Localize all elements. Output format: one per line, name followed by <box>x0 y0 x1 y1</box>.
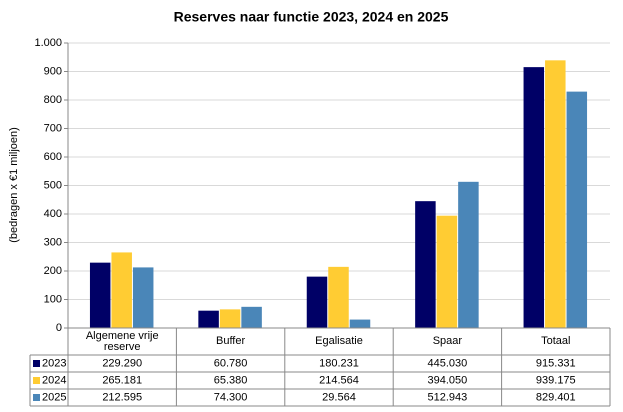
legend-swatch <box>33 360 40 367</box>
table-value: 512.943 <box>428 391 468 403</box>
table-value: 212.595 <box>102 391 142 403</box>
bar <box>545 60 566 329</box>
x-tick-label: Totaal <box>541 335 571 347</box>
y-tick-label: 700 <box>44 122 62 134</box>
y-tick-label: 100 <box>44 293 62 305</box>
table-value: 180.231 <box>319 357 359 369</box>
table-value: 229.290 <box>102 357 142 369</box>
legend-swatch <box>33 394 40 401</box>
y-tick-label: 200 <box>44 265 62 277</box>
bar <box>89 262 111 328</box>
bar <box>523 67 545 328</box>
legend-label: 2024 <box>42 374 66 386</box>
table-value: 60.780 <box>214 357 248 369</box>
table-value: 74.300 <box>214 391 248 403</box>
bar <box>132 267 154 328</box>
bar <box>328 266 349 328</box>
x-tick-label: Algemene vrije reserve <box>85 329 159 353</box>
y-tick-label: 400 <box>44 208 62 220</box>
bar <box>219 309 241 328</box>
table-value: 915.331 <box>536 357 576 369</box>
table-value: 394.050 <box>428 374 468 386</box>
table-value: 445.030 <box>428 357 468 369</box>
bar <box>415 201 436 328</box>
bar <box>306 276 328 328</box>
y-tick-label: 600 <box>44 151 62 163</box>
y-axis-label: (bedragen x €1 miljoen) <box>8 127 20 243</box>
table-value: 939.175 <box>536 374 576 386</box>
legend-label: 2025 <box>42 391 66 403</box>
bar <box>349 319 371 328</box>
legend-swatch <box>33 377 40 384</box>
table-value: 214.564 <box>319 374 359 386</box>
bar <box>458 181 479 328</box>
table-value: 29.564 <box>322 391 356 403</box>
x-tick-label: Spaar <box>432 335 463 347</box>
bar <box>241 306 262 328</box>
x-tick-label: Buffer <box>216 335 246 347</box>
y-tick-label: 900 <box>44 65 62 77</box>
x-tick-label: Egalisatie <box>315 335 363 347</box>
y-tick-label: 0 <box>56 322 62 334</box>
y-tick-label: 800 <box>44 94 62 106</box>
table-value: 829.401 <box>536 391 576 403</box>
y-tick-label: 1.000 <box>34 37 62 49</box>
y-tick-label: 300 <box>44 236 62 248</box>
bar <box>111 252 132 328</box>
y-tick-label: 500 <box>44 179 62 191</box>
bar <box>198 310 219 328</box>
bar <box>436 215 458 328</box>
table-value: 65.380 <box>214 374 248 386</box>
legend-label: 2023 <box>42 357 66 369</box>
chart-title: Reserves naar functie 2023, 2024 en 2025 <box>174 9 449 25</box>
bar <box>566 91 588 328</box>
table-value: 265.181 <box>102 374 142 386</box>
